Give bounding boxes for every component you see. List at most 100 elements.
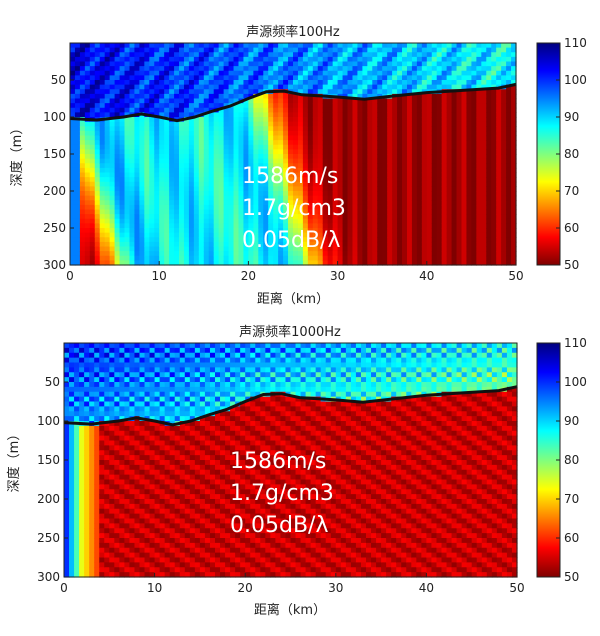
heatmap-cell [70, 103, 76, 108]
heatmap-cell [95, 200, 101, 205]
heatmap-cell [412, 219, 418, 224]
heatmap-cell [109, 445, 115, 450]
heatmap-cell [457, 136, 463, 141]
heatmap-cell [129, 117, 135, 122]
heatmap-cell [109, 548, 115, 553]
heatmap-cell [422, 71, 428, 76]
heatmap-cell [333, 99, 339, 104]
heatmap-cell [100, 94, 106, 99]
heatmap-cell [209, 182, 215, 187]
heatmap-cell [79, 475, 85, 480]
heatmap-cell [95, 163, 101, 168]
heatmap-cell [189, 159, 195, 164]
heatmap-cell [328, 48, 334, 53]
heatmap-cell [427, 223, 433, 228]
heatmap-cell [343, 66, 349, 71]
heatmap-cell [74, 377, 80, 382]
heatmap-cell [476, 52, 482, 57]
heatmap-cell [283, 145, 289, 150]
heatmap-cell [343, 117, 349, 122]
heatmap-cell [219, 126, 225, 131]
heatmap-cell [457, 219, 463, 224]
heatmap-cell [69, 392, 75, 397]
heatmap-cell [466, 112, 472, 117]
heatmap-cell [377, 214, 383, 219]
heatmap-cell [154, 126, 160, 131]
heatmap-cell [466, 247, 472, 252]
heatmap-cell [114, 504, 120, 509]
heatmap-cell [447, 210, 453, 215]
heatmap-cell [184, 89, 190, 94]
heatmap-cell [184, 233, 190, 238]
heatmap-cell [476, 140, 482, 145]
heatmap-cell [115, 80, 121, 85]
heatmap-cell [476, 75, 482, 80]
heatmap-cell [491, 89, 497, 94]
heatmap-cell [104, 558, 110, 563]
heatmap-cell [75, 191, 81, 196]
heatmap-cell [481, 205, 487, 210]
heatmap-cell [447, 75, 453, 80]
heatmap-cell [481, 43, 487, 48]
heatmap-cell [234, 196, 240, 201]
heatmap-cell [169, 80, 175, 85]
heatmap-cell [70, 62, 76, 67]
heatmap-cell [402, 154, 408, 159]
heatmap-cell [481, 149, 487, 154]
heatmap-cell [219, 173, 225, 178]
heatmap-cell [84, 553, 90, 558]
heatmap-cell [352, 186, 358, 191]
heatmap-cell [397, 219, 403, 224]
heatmap-cell [169, 237, 175, 242]
heatmap-cell [139, 75, 145, 80]
heatmap-cell [253, 62, 259, 67]
heatmap-cell [189, 52, 195, 57]
heatmap-cell [273, 154, 279, 159]
heatmap-cell [124, 450, 130, 455]
heatmap-cell [308, 126, 314, 131]
heatmap-cell [387, 191, 393, 196]
heatmap-cell [139, 154, 145, 159]
heatmap-cell [333, 256, 339, 261]
heatmap-cell [99, 402, 105, 407]
heatmap-cell [273, 66, 279, 71]
heatmap-cell [85, 85, 91, 90]
heatmap-cell [75, 256, 81, 261]
heatmap-cell [437, 154, 443, 159]
heatmap-cell [407, 154, 413, 159]
heatmap-cell [75, 112, 81, 117]
heatmap-cell [80, 214, 86, 219]
heatmap-cell [491, 214, 497, 219]
heatmap-cell [99, 509, 105, 514]
heatmap-cell [199, 223, 205, 228]
heatmap-cell [437, 205, 443, 210]
heatmap-cell [238, 62, 244, 67]
heatmap-cell [457, 168, 463, 173]
heatmap-cell [80, 149, 86, 154]
heatmap-cell [109, 353, 115, 358]
heatmap-cell [367, 168, 373, 173]
heatmap-cell [298, 112, 304, 117]
heatmap-cell [491, 145, 497, 150]
heatmap-cell [214, 186, 220, 191]
heatmap-cell [179, 80, 185, 85]
heatmap-cell [313, 145, 319, 150]
heatmap-cell [352, 140, 358, 145]
heatmap-cell [120, 99, 126, 104]
heatmap-cell [372, 75, 378, 80]
heatmap-cell [348, 145, 354, 150]
heatmap-cell [104, 436, 110, 441]
heatmap-cell [114, 484, 120, 489]
heatmap-cell [74, 450, 80, 455]
heatmap-cell [372, 154, 378, 159]
heatmap-cell [149, 173, 155, 178]
heatmap-cell [476, 131, 482, 136]
heatmap-cell [99, 431, 105, 436]
heatmap-cell [238, 94, 244, 99]
heatmap-cell [199, 200, 205, 205]
heatmap-cell [402, 196, 408, 201]
heatmap-cell [273, 48, 279, 53]
heatmap-cell [362, 52, 368, 57]
heatmap-cell [427, 242, 433, 247]
